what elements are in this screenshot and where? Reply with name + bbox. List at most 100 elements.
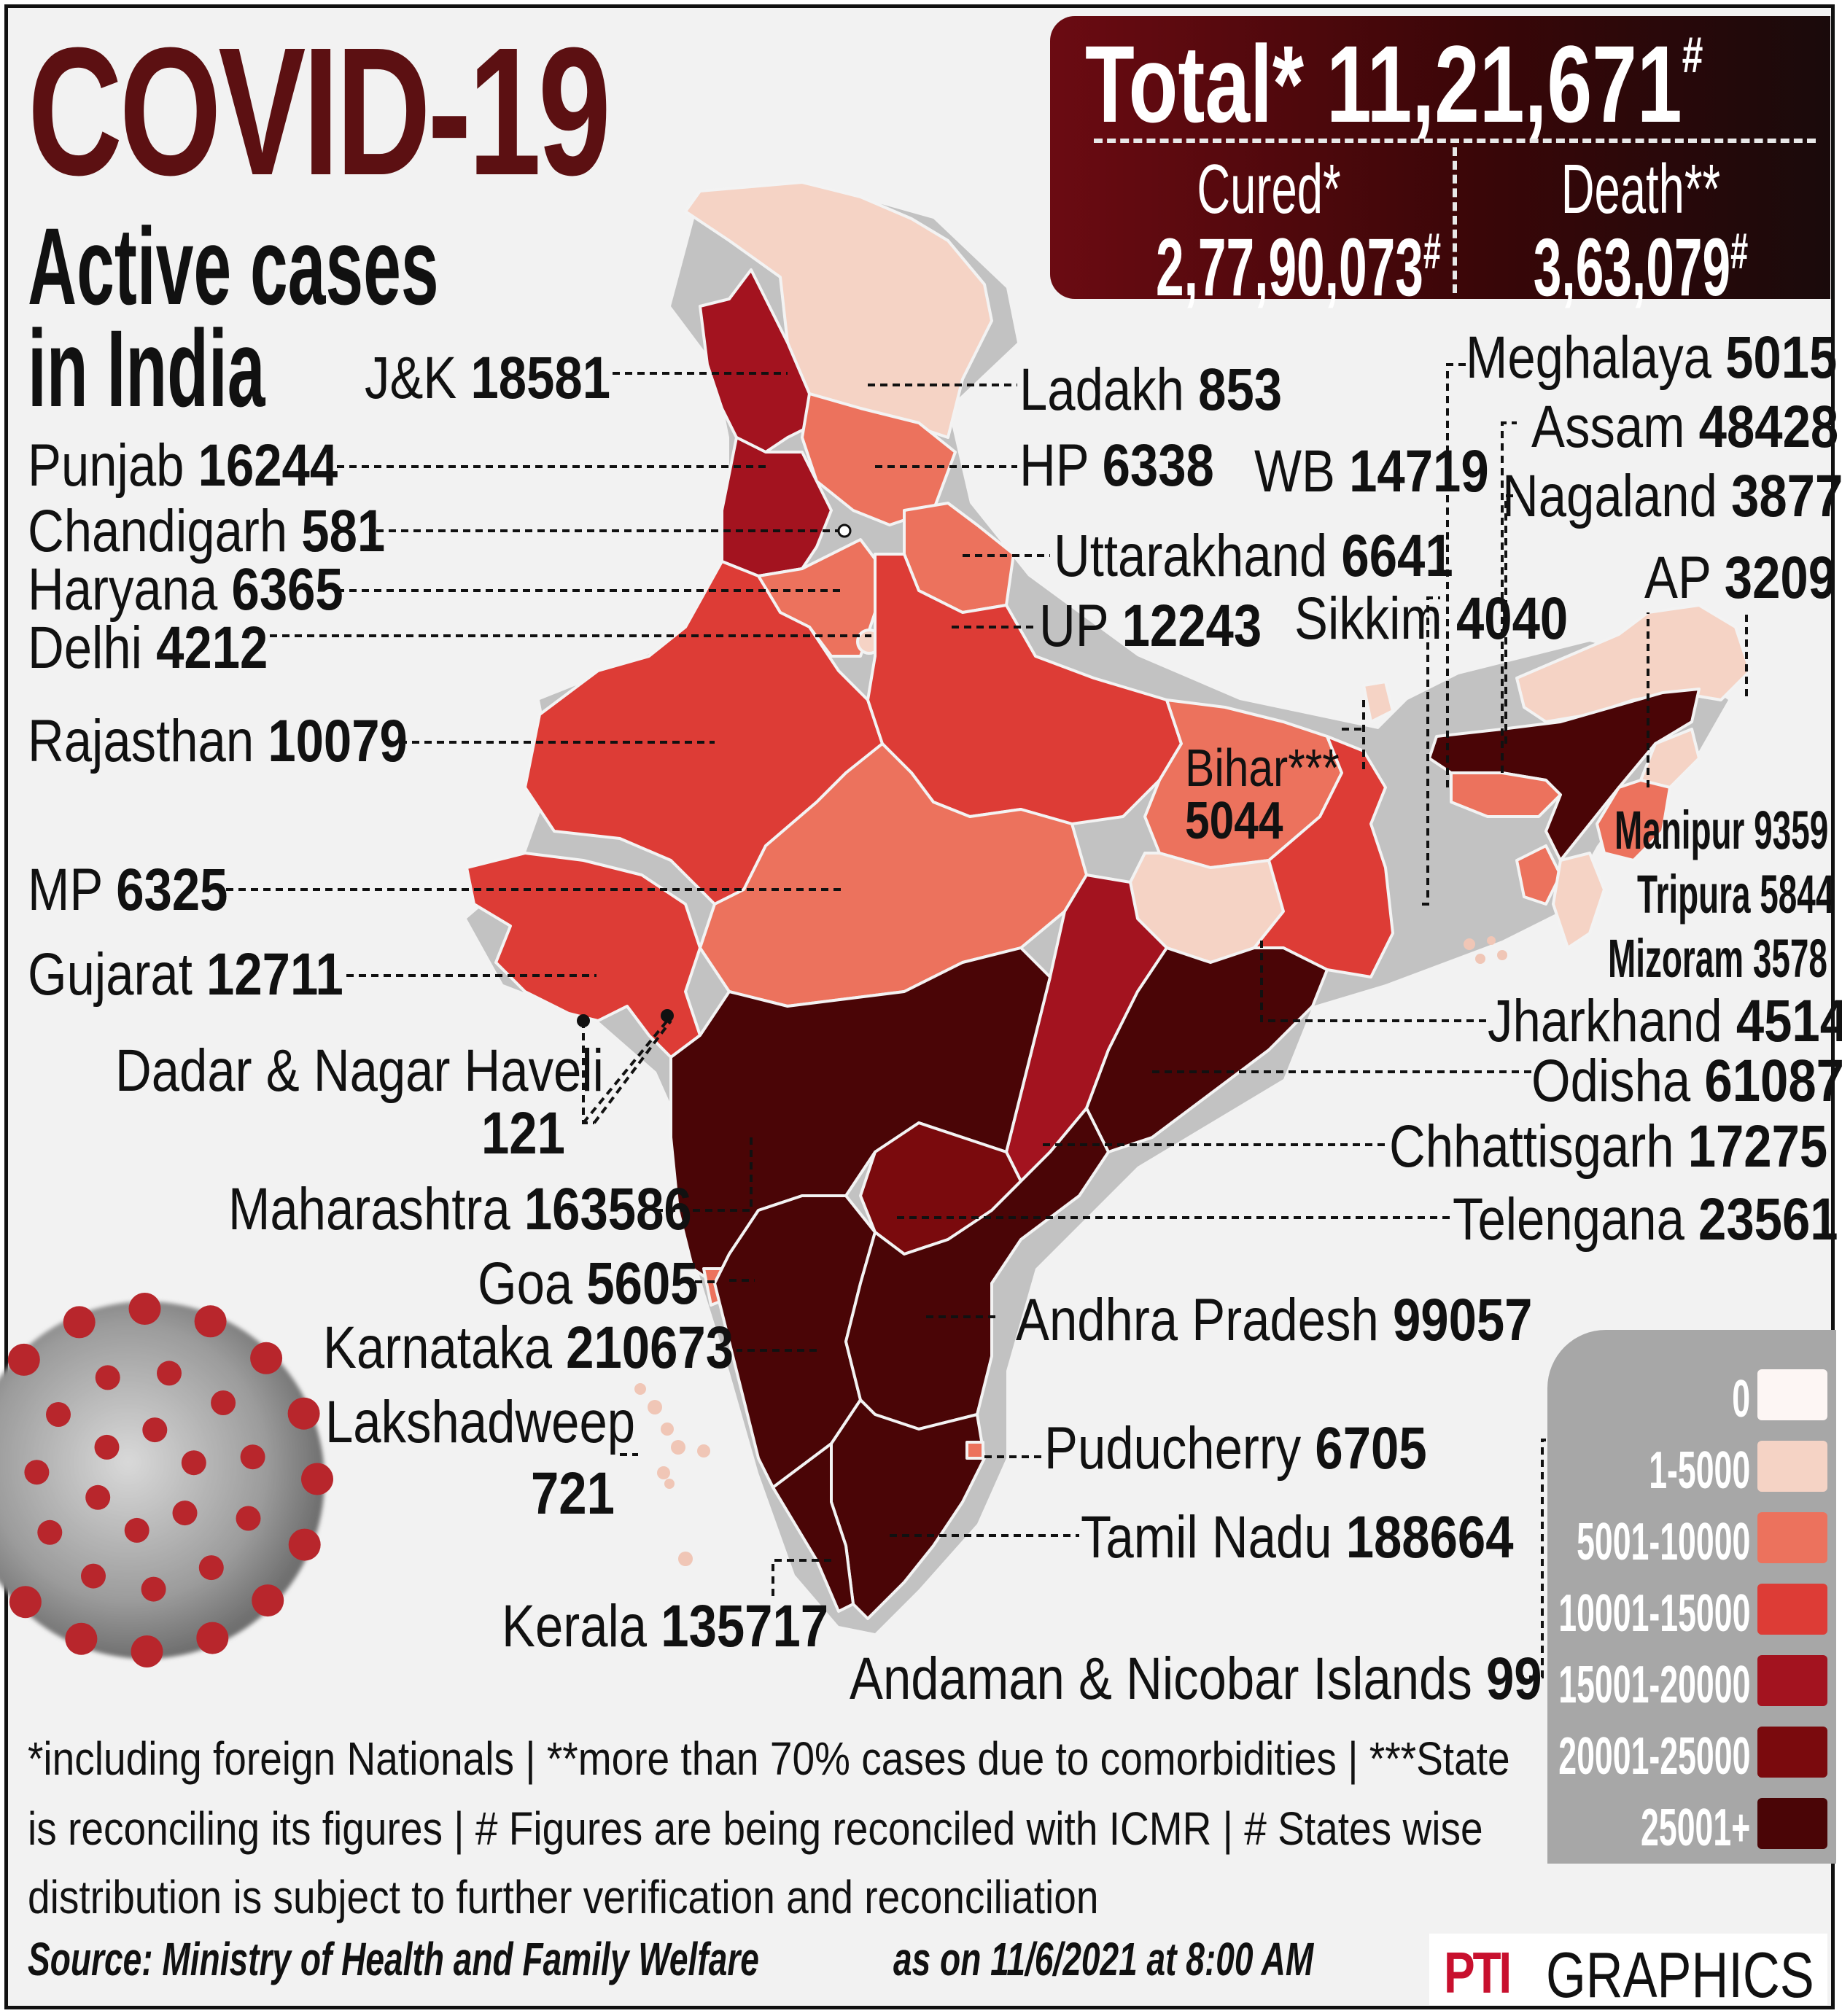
virus-spike bbox=[37, 1519, 63, 1545]
virus-spike bbox=[252, 1584, 284, 1617]
label-nagaland: Nagaland 3877 bbox=[1502, 463, 1842, 529]
virus-spike bbox=[63, 1306, 96, 1339]
region-tripura bbox=[1515, 844, 1562, 906]
virus-spike bbox=[240, 1444, 265, 1470]
label-chhattisgarh: Chhattisgarh 17275 bbox=[1389, 1113, 1828, 1180]
label-lakshadweep: Lakshadweep bbox=[325, 1389, 636, 1455]
region-gujarat bbox=[465, 852, 702, 1059]
label-delhi: Delhi 4212 bbox=[28, 615, 268, 681]
legend-row: 20001-25000 bbox=[1547, 1724, 1836, 1786]
virus-spike bbox=[131, 1635, 163, 1667]
label-ladakh: Ladakh 853 bbox=[1019, 357, 1283, 423]
leader-lines bbox=[226, 363, 1748, 1678]
brand-word: GRAPHICS bbox=[1546, 1939, 1814, 2011]
region-puducherry bbox=[965, 1441, 984, 1460]
label-gujarat: Gujarat 12711 bbox=[28, 941, 343, 1008]
label-dnh: Dadar & Nagar Haveli bbox=[115, 1038, 604, 1104]
legend-row: 0 bbox=[1547, 1366, 1836, 1428]
virus-spike bbox=[157, 1361, 182, 1386]
region-ladakh bbox=[684, 181, 993, 439]
label-wb: WB 14719 bbox=[1254, 438, 1489, 505]
virus-spike bbox=[85, 1484, 111, 1510]
label-assam: Assam 48428 bbox=[1531, 394, 1839, 460]
legend-swatch bbox=[1757, 1441, 1827, 1492]
region-sikkim bbox=[1362, 680, 1394, 723]
subtitle-line-2: in India bbox=[28, 307, 265, 429]
death-value: 3,63,079 bbox=[1533, 222, 1731, 313]
label-tripura: Tripura 5844 bbox=[1637, 864, 1835, 925]
label-mp: MP 6325 bbox=[28, 857, 228, 923]
label-punjab: Punjab 16244 bbox=[28, 432, 338, 499]
coronavirus-illustration bbox=[0, 1293, 333, 1667]
virus-spike bbox=[288, 1528, 321, 1561]
virus-spike bbox=[196, 1622, 229, 1654]
virus-spike bbox=[236, 1506, 261, 1531]
label-uttarakhand: Uttarakhand 6641 bbox=[1054, 523, 1453, 589]
andaman-islands bbox=[1464, 936, 1507, 964]
virus-spike bbox=[7, 1343, 40, 1376]
as-on-date: as on 11/6/2021 at 8:00 AM bbox=[893, 1933, 1314, 1985]
cured-mark: # bbox=[1423, 222, 1441, 279]
label-puducherry: Puducherry 6705 bbox=[1044, 1415, 1427, 1482]
label-odisha: Odisha 61087 bbox=[1531, 1048, 1842, 1114]
death-label: Death** bbox=[1561, 150, 1721, 228]
region-mizoram bbox=[1552, 852, 1606, 949]
virus-spike bbox=[142, 1417, 168, 1443]
legend-row: 25001+ bbox=[1547, 1795, 1836, 1857]
footnote-line-2: is reconciling its figures | # Figures a… bbox=[28, 1802, 1483, 1855]
label-telengana: Telengana 23561 bbox=[1453, 1186, 1838, 1253]
label-andaman: Andaman & Nicobar Islands 99 bbox=[850, 1646, 1542, 1712]
label-haryana: Haryana 6365 bbox=[28, 556, 343, 623]
virus-spike bbox=[181, 1450, 206, 1476]
virus-spike bbox=[198, 1555, 224, 1581]
state-shapes bbox=[465, 181, 1752, 1620]
totals-panel: Total* 11,21,671# Cured* 2,77,90,073# De… bbox=[1050, 16, 1830, 310]
label-up: UP 12243 bbox=[1039, 593, 1262, 659]
total-line: Total* 11,21,671# bbox=[1085, 29, 1703, 139]
region-manipur bbox=[1596, 779, 1671, 862]
subtitle-line-1: Active cases bbox=[28, 205, 439, 327]
region-kerala bbox=[772, 1442, 855, 1613]
label-jharkhand: Jharkhand 4514 bbox=[1488, 988, 1842, 1054]
virus-spike bbox=[9, 1586, 42, 1619]
virus-spike bbox=[24, 1460, 50, 1485]
virus-spike bbox=[141, 1576, 166, 1602]
label-bihar: Bihar*** 5044 bbox=[1185, 739, 1340, 850]
legend-swatch bbox=[1757, 1798, 1827, 1849]
label-hp: HP 6338 bbox=[1019, 432, 1214, 499]
label-kerala: Kerala 135717 bbox=[502, 1593, 829, 1659]
pti-logo: PTI bbox=[1444, 1940, 1512, 2005]
page-title: COVID-19 bbox=[28, 9, 611, 213]
legend-swatch bbox=[1757, 1584, 1827, 1635]
label-arunachal: AP 3209 bbox=[1644, 545, 1837, 611]
label-sikkim: Sikkim 4040 bbox=[1294, 585, 1569, 652]
legend-swatch bbox=[1757, 1512, 1827, 1563]
virus-spike bbox=[95, 1365, 120, 1390]
label-goa: Goa 5605 bbox=[478, 1250, 699, 1317]
label-karnataka: Karnataka 210673 bbox=[323, 1315, 734, 1381]
leader-dots bbox=[577, 524, 852, 1027]
virus-spike bbox=[194, 1305, 227, 1338]
legend-row: 10001-15000 bbox=[1547, 1581, 1836, 1643]
virus-spike bbox=[128, 1293, 161, 1325]
total-label: Total* bbox=[1085, 23, 1305, 145]
label-dnh-value: 121 bbox=[481, 1100, 565, 1167]
totals-divider-v bbox=[1453, 147, 1457, 293]
label-manipur: Manipur 9359 bbox=[1614, 800, 1829, 860]
total-value: 11,21,671 bbox=[1326, 23, 1682, 145]
death-value-line: 3,63,079# bbox=[1528, 222, 1754, 313]
label-maharashtra: Maharashtra 163586 bbox=[228, 1176, 692, 1242]
legend-swatch bbox=[1757, 1369, 1827, 1420]
virus-spike bbox=[124, 1517, 149, 1543]
legend-swatch bbox=[1757, 1727, 1827, 1778]
label-mizoram: Mizoram 3578 bbox=[1608, 928, 1827, 989]
label-rajasthan: Rajasthan 10079 bbox=[28, 708, 408, 774]
pti-graphics-brand: PTI GRAPHICS bbox=[1429, 1934, 1827, 2011]
death-mark: # bbox=[1730, 222, 1749, 279]
virus-spike bbox=[46, 1402, 71, 1427]
virus-spike bbox=[81, 1563, 106, 1589]
label-jk: J&K 18581 bbox=[365, 345, 611, 411]
region-nagaland bbox=[1639, 728, 1701, 789]
totals-divider-h bbox=[1094, 139, 1816, 143]
